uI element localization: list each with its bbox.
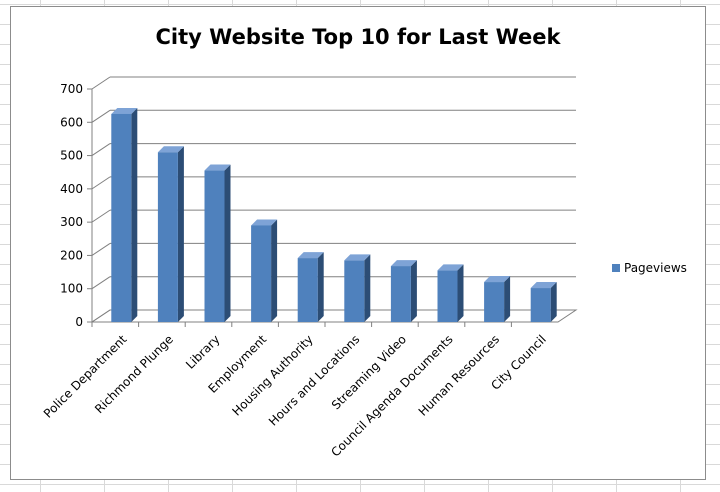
legend-label: Pageviews: [624, 261, 687, 275]
bar-front: [251, 225, 272, 322]
bar-top: [251, 219, 278, 226]
y-tick-label: 0: [75, 315, 83, 329]
bar-side: [457, 264, 464, 322]
gridline-depth: [91, 176, 111, 190]
gridline-depth: [91, 109, 111, 123]
bar[interactable]: [111, 107, 138, 322]
x-tick-label: Police Department: [41, 332, 130, 421]
gridline-depth: [91, 209, 111, 223]
bar[interactable]: [297, 252, 324, 322]
bar-front: [344, 260, 365, 322]
bar-front: [111, 113, 132, 322]
bar-side: [177, 146, 184, 322]
chart-title: City Website Top 10 for Last Week: [155, 25, 561, 49]
x-tick-label: Hours and Locations: [266, 332, 362, 428]
y-tick-label: 500: [60, 149, 83, 163]
y-tick-label: 700: [60, 82, 83, 96]
bar-front: [530, 288, 551, 322]
gridline-depth: [91, 276, 111, 290]
y-tick-label: 300: [60, 215, 83, 229]
y-axis: 0 100 200 300 400 500 600 700: [60, 82, 92, 329]
bar-front: [297, 258, 318, 322]
bar[interactable]: [484, 276, 511, 322]
bar-top: [390, 260, 417, 267]
bar-front: [204, 170, 225, 322]
bar[interactable]: [251, 219, 278, 322]
gridline-depth: [91, 76, 111, 90]
bar-side: [550, 282, 557, 322]
legend[interactable]: Pageviews: [612, 261, 687, 275]
gridline-depth: [91, 243, 111, 256]
bar-top: [530, 282, 557, 289]
bar[interactable]: [157, 146, 184, 322]
legend-swatch: [612, 264, 620, 272]
bar-front: [484, 282, 505, 322]
bar-side: [364, 254, 371, 322]
bar-top: [157, 146, 184, 153]
y-tick-label: 600: [60, 115, 83, 129]
gridline-depth: [91, 143, 111, 156]
bar-top: [111, 107, 138, 114]
bar-side: [131, 107, 138, 322]
x-tick-label: Library: [183, 332, 223, 372]
bar-top: [344, 254, 371, 261]
bar-top: [297, 252, 324, 259]
x-tick-label: Richmond Plunge: [92, 332, 176, 416]
x-tick-label: Human Resources: [416, 332, 503, 419]
y-tick-label: 200: [60, 248, 83, 262]
bar-side: [224, 164, 231, 322]
bar-top: [204, 164, 231, 171]
bar-front: [437, 270, 458, 322]
bar[interactable]: [204, 164, 231, 322]
bar-side: [317, 252, 324, 322]
bar-front: [157, 152, 178, 322]
y-tick-label: 100: [60, 282, 83, 296]
bar-top: [484, 276, 511, 283]
bar-side: [410, 260, 417, 322]
bar-side: [504, 276, 511, 322]
bar[interactable]: [530, 282, 557, 322]
bar-side: [271, 219, 278, 322]
x-tick-label: Housing Authority: [229, 332, 315, 418]
gridlines: [90, 76, 578, 323]
bar[interactable]: [390, 260, 417, 322]
bar-top: [437, 264, 464, 271]
bars: [111, 107, 557, 322]
bar-front: [390, 266, 411, 322]
bar[interactable]: [437, 264, 464, 322]
bar[interactable]: [344, 254, 371, 322]
y-tick-label: 400: [60, 182, 83, 196]
